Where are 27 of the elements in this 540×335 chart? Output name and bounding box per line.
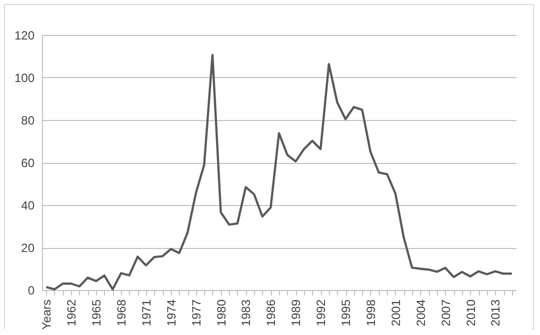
x-tick-label: 2001 <box>388 299 403 326</box>
x-tick-label: 2013 <box>488 299 503 326</box>
x-tick-label: 1965 <box>90 299 104 326</box>
y-tick-label: 0 <box>28 284 35 298</box>
x-tick-label: 1980 <box>214 299 228 326</box>
line-series <box>45 54 513 290</box>
x-tick-label: Years <box>40 300 54 330</box>
x-tick-label: 2007 <box>438 299 453 326</box>
x-tick-label: 1998 <box>364 299 378 326</box>
x-tick-label: 1977 <box>189 299 204 326</box>
x-tick-label: 1983 <box>239 299 254 326</box>
x-tick-label: 2010 <box>464 299 478 326</box>
y-tick-label: 40 <box>21 198 35 212</box>
x-tick-label: 1962 <box>64 299 79 326</box>
x-tick-label: 1989 <box>289 299 304 326</box>
x-tick-label: 1974 <box>164 299 178 326</box>
x-tick-label: 1986 <box>264 299 278 326</box>
x-tick-label: 2004 <box>414 299 428 326</box>
x-tick-label: 1971 <box>139 299 154 326</box>
y-tick-label: 20 <box>21 241 35 255</box>
y-tick-label: 100 <box>14 71 35 85</box>
x-tick-label: 1995 <box>339 299 354 326</box>
y-tick-label: 120 <box>14 28 35 42</box>
x-tick-label: 1968 <box>114 299 128 326</box>
x-tick-label: 1992 <box>314 299 328 326</box>
y-tick-label: 80 <box>21 114 35 128</box>
y-tick-label: 60 <box>21 156 35 170</box>
